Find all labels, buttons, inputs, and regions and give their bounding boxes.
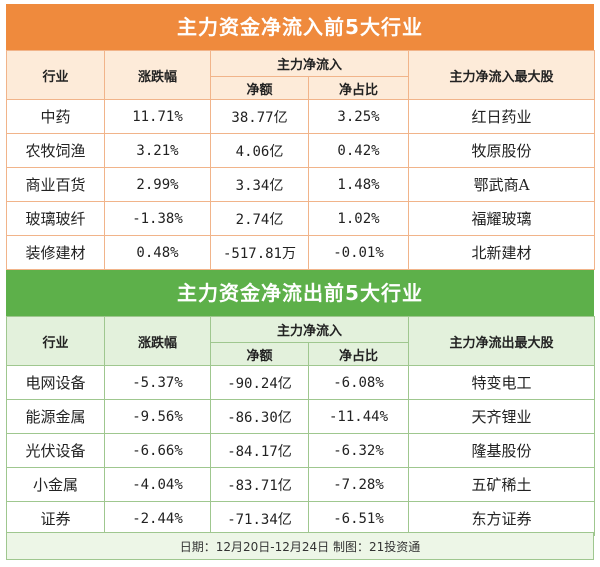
- header-amount: 净额: [210, 76, 309, 100]
- stock-cell: 东方证券: [408, 501, 596, 536]
- table-row: 玻璃玻纤 -1.38% 2.74亿 1.02% 福耀玻璃: [6, 201, 596, 236]
- change-cell: 11.71%: [104, 99, 211, 134]
- industry-cell: 玻璃玻纤: [6, 201, 105, 236]
- amount-cell: 3.34亿: [210, 167, 309, 202]
- ratio-cell: 1.48%: [307, 167, 410, 202]
- change-cell: -4.04%: [104, 467, 211, 502]
- table-row: 装修建材 0.48% -517.81万 -0.01% 北新建材: [6, 235, 596, 270]
- ratio-cell: -7.28%: [307, 467, 410, 502]
- header-amount: 净额: [210, 342, 309, 366]
- outflow-table: 行业 涨跌幅 主力净流入 主力净流出最大股 净额 净占比 电网设备 -5.37%…: [6, 316, 596, 536]
- change-cell: -1.38%: [104, 201, 211, 236]
- change-cell: -2.44%: [104, 501, 211, 536]
- stock-cell: 牧原股份: [408, 133, 596, 168]
- header-net-inflow-group: 主力净流入: [209, 50, 410, 77]
- stock-cell: 福耀玻璃: [408, 201, 596, 236]
- stock-cell: 红日药业: [408, 99, 596, 134]
- industry-cell: 农牧饲渔: [6, 133, 105, 168]
- table-row: 证券 -2.44% -71.34亿 -6.51% 东方证券: [6, 501, 596, 536]
- table-row: 能源金属 -9.56% -86.30亿 -11.44% 天齐锂业: [6, 399, 596, 434]
- change-cell: 3.21%: [104, 133, 211, 168]
- stock-cell: 特变电工: [408, 365, 596, 400]
- change-cell: -9.56%: [104, 399, 211, 434]
- amount-cell: 38.77亿: [210, 99, 309, 134]
- inflow-table: 行业 涨跌幅 主力净流入 主力净流入最大股 净额 净占比 中药 11.71% 3…: [6, 50, 596, 270]
- amount-cell: 4.06亿: [210, 133, 309, 168]
- table-row: 中药 11.71% 38.77亿 3.25% 红日药业: [6, 99, 596, 134]
- industry-cell: 能源金属: [6, 399, 105, 434]
- change-cell: 2.99%: [104, 167, 211, 202]
- header-top-stock: 主力净流入最大股: [408, 50, 596, 100]
- change-cell: -5.37%: [104, 365, 211, 400]
- header-ratio: 净占比: [307, 342, 410, 366]
- amount-cell: -83.71亿: [210, 467, 309, 502]
- ratio-cell: 0.42%: [307, 133, 410, 168]
- ratio-cell: -11.44%: [307, 399, 410, 434]
- header-ratio: 净占比: [307, 76, 410, 100]
- change-cell: 0.48%: [104, 235, 211, 270]
- ratio-cell: -0.01%: [307, 235, 410, 270]
- table-row: 农牧饲渔 3.21% 4.06亿 0.42% 牧原股份: [6, 133, 596, 168]
- industry-cell: 小金属: [6, 467, 105, 502]
- inflow-title: 主力资金净流入前5大行业: [6, 4, 594, 50]
- ratio-cell: -6.08%: [307, 365, 410, 400]
- capital-flow-sheet: 主力资金净流入前5大行业 行业 涨跌幅 主力净流入 主力净流入最大股 净额 净占…: [6, 4, 596, 562]
- industry-cell: 装修建材: [6, 235, 105, 270]
- header-industry: 行业: [6, 50, 105, 100]
- table-row: 光伏设备 -6.66% -84.17亿 -6.32% 隆基股份: [6, 433, 596, 468]
- table-row: 电网设备 -5.37% -90.24亿 -6.08% 特变电工: [6, 365, 596, 400]
- outflow-title: 主力资金净流出前5大行业: [6, 270, 594, 316]
- footer-caption: 日期：12月20日-12月24日 制图：21投资通: [6, 532, 594, 560]
- header-net-inflow-group: 主力净流入: [209, 316, 410, 343]
- ratio-cell: 1.02%: [307, 201, 410, 236]
- table-row: 小金属 -4.04% -83.71亿 -7.28% 五矿稀土: [6, 467, 596, 502]
- amount-cell: -90.24亿: [210, 365, 309, 400]
- table-row: 商业百货 2.99% 3.34亿 1.48% 鄂武商A: [6, 167, 596, 202]
- ratio-cell: -6.32%: [307, 433, 410, 468]
- stock-cell: 鄂武商A: [408, 167, 596, 202]
- header-change: 涨跌幅: [104, 50, 211, 100]
- change-cell: -6.66%: [104, 433, 211, 468]
- industry-cell: 商业百货: [6, 167, 105, 202]
- ratio-cell: -6.51%: [307, 501, 410, 536]
- amount-cell: -86.30亿: [210, 399, 309, 434]
- industry-cell: 证券: [6, 501, 105, 536]
- ratio-cell: 3.25%: [307, 99, 410, 134]
- industry-cell: 中药: [6, 99, 105, 134]
- amount-cell: -71.34亿: [210, 501, 309, 536]
- amount-cell: -84.17亿: [210, 433, 309, 468]
- industry-cell: 光伏设备: [6, 433, 105, 468]
- amount-cell: 2.74亿: [210, 201, 309, 236]
- stock-cell: 五矿稀土: [408, 467, 596, 502]
- stock-cell: 隆基股份: [408, 433, 596, 468]
- header-industry: 行业: [6, 316, 105, 366]
- stock-cell: 天齐锂业: [408, 399, 596, 434]
- industry-cell: 电网设备: [6, 365, 105, 400]
- header-top-stock: 主力净流出最大股: [408, 316, 596, 366]
- stock-cell: 北新建材: [408, 235, 596, 270]
- amount-cell: -517.81万: [210, 235, 309, 270]
- header-change: 涨跌幅: [104, 316, 211, 366]
